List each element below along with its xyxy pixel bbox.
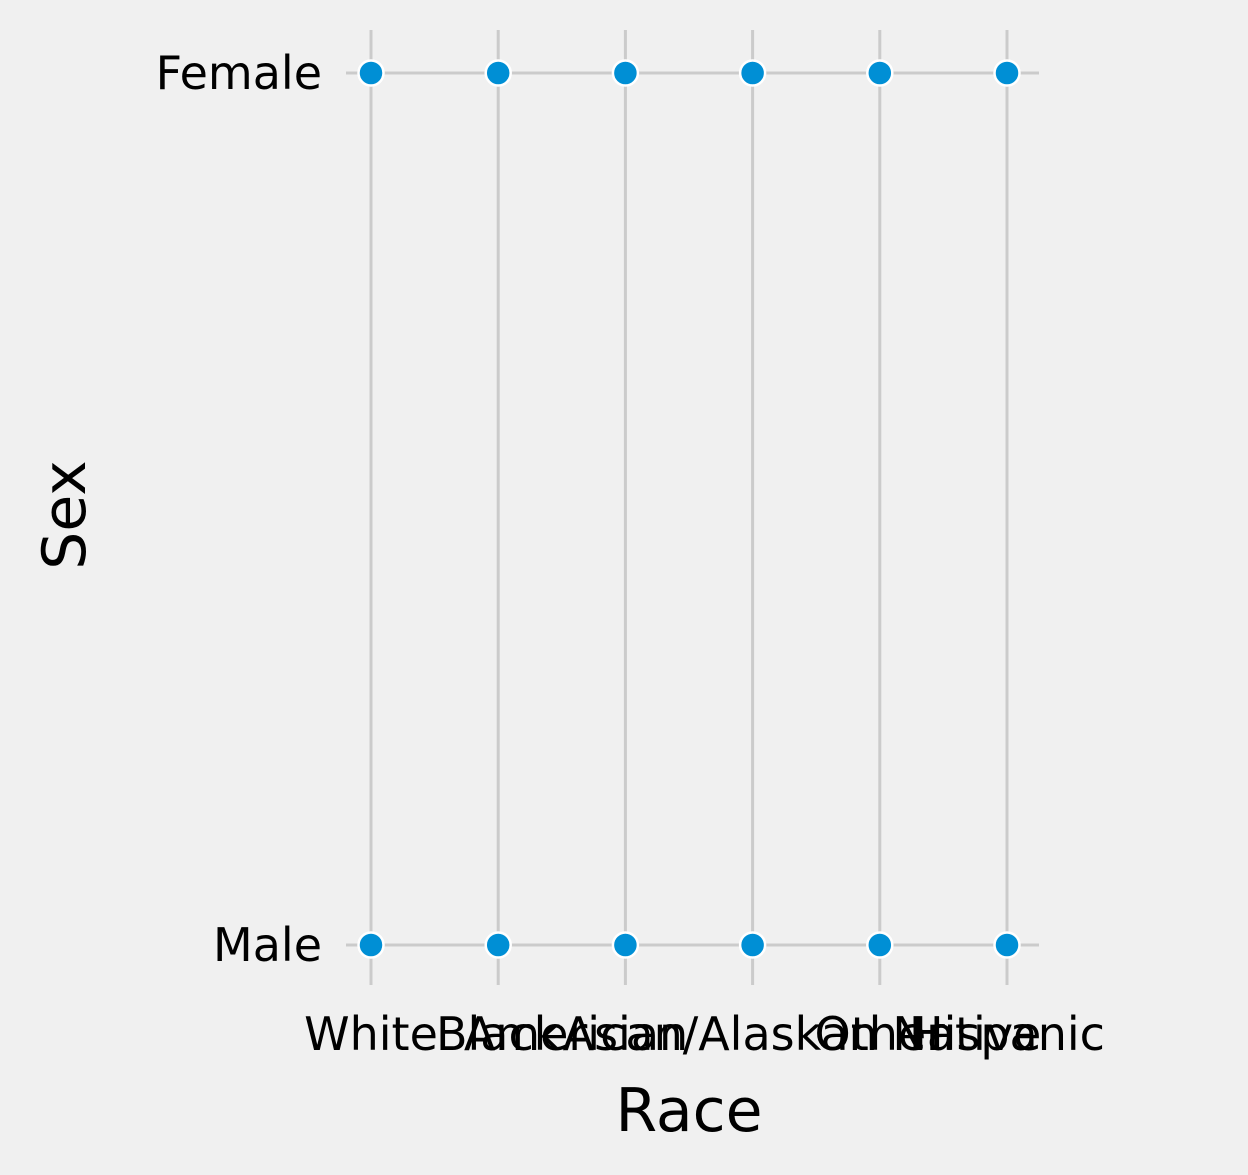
x-tick-label: Hispanic [909, 1007, 1105, 1061]
data-point [611, 59, 640, 87]
x-axis-label: Race [615, 1076, 762, 1146]
x-tick-label: Black [436, 1007, 561, 1061]
data-point [738, 931, 767, 959]
data-point [993, 59, 1021, 87]
y-tick-labels: Male Female [156, 46, 322, 972]
data-point [738, 59, 767, 87]
x-tick-label: Other [814, 1007, 945, 1061]
data-point [484, 59, 512, 87]
data-point [357, 931, 385, 959]
y-tick-label: Male [213, 918, 322, 972]
data-point [866, 59, 894, 87]
y-axis-label: Sex [30, 460, 100, 569]
y-tick-label: Female [156, 46, 322, 100]
x-tick-label: Asian [563, 1007, 689, 1061]
data-point [484, 931, 512, 959]
data-point [357, 59, 385, 87]
x-tick-label: White [304, 1007, 438, 1061]
grid [346, 30, 1039, 985]
data-points [357, 59, 1021, 959]
data-point [993, 931, 1021, 959]
data-point [611, 931, 640, 959]
data-point [866, 931, 894, 959]
x-tick-label: American/Alaskan Native [464, 1007, 1042, 1061]
